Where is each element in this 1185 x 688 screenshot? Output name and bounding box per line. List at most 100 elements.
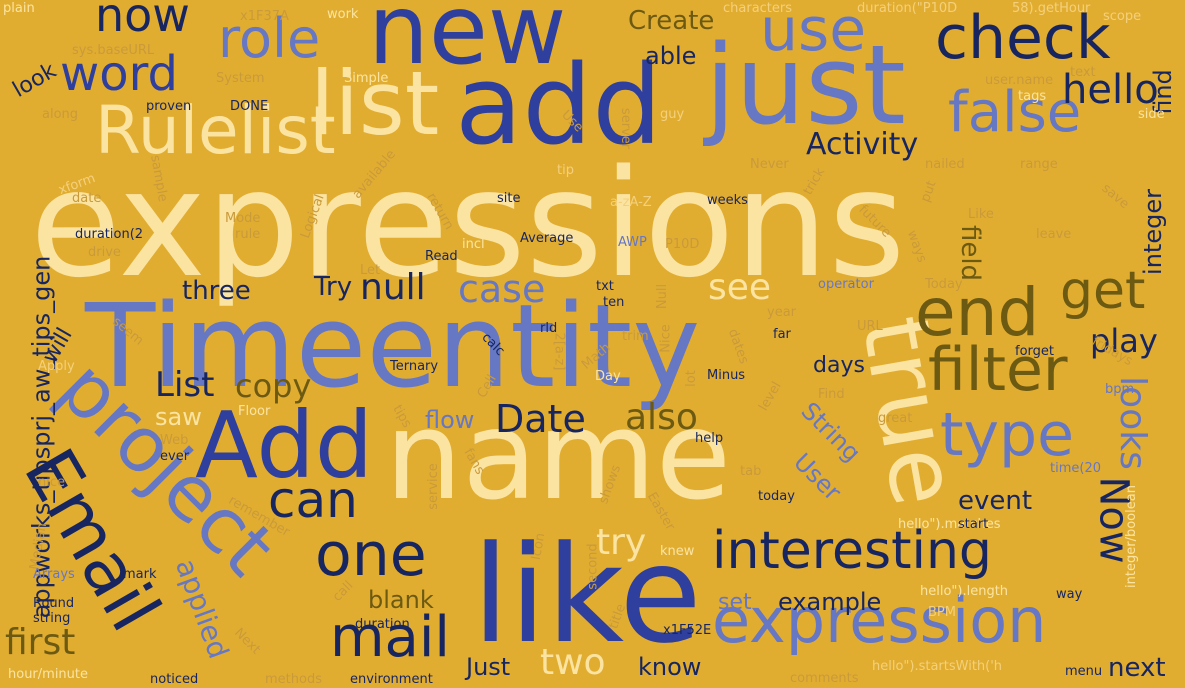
cloud-word: expressions (30, 138, 906, 310)
cloud-word: Ternary (390, 359, 439, 374)
cloud-word: put (918, 178, 940, 205)
cloud-word: server (618, 107, 634, 150)
cloud-word: sys.baseURL (72, 43, 155, 58)
cloud-word: knew (660, 544, 695, 559)
cloud-word: Round (33, 596, 75, 611)
cloud-word: Let (360, 263, 381, 278)
cloud-word: add (455, 41, 663, 169)
cloud-word: range (1020, 157, 1058, 172)
cloud-word: duration(2 (75, 227, 144, 242)
cloud-word: Add (195, 392, 374, 499)
cloud-word: able (645, 42, 697, 70)
cloud-word: nice (38, 475, 65, 490)
cloud-word: lot (683, 370, 699, 387)
cloud-word: Apply (38, 359, 75, 374)
cloud-word: date (72, 191, 102, 206)
cloud-word: case (458, 267, 546, 311)
cloud-word: Date (495, 397, 586, 441)
cloud-word: example (778, 588, 882, 616)
cloud-word: Read (425, 249, 458, 264)
cloud-word: characters (723, 1, 793, 16)
cloud-word: know (638, 653, 702, 681)
cloud-word: hello").matches (898, 517, 1001, 532)
cloud-word: Mode (225, 211, 261, 226)
cloud-word: integer/boolean (1123, 485, 1139, 588)
cloud-word: Minus (707, 368, 746, 383)
cloud-word: tip (557, 163, 574, 178)
cloud-word: next (1108, 653, 1166, 683)
cloud-word: incl (462, 237, 485, 252)
cloud-word: rule (235, 227, 261, 242)
cloud-word: URL (857, 319, 883, 334)
cloud-word: Null (655, 283, 671, 310)
cloud-word: like (472, 517, 702, 673)
cloud-word: operator (818, 277, 874, 292)
cloud-word: hello").length (920, 584, 1009, 599)
cloud-word: now (95, 0, 190, 42)
cloud-word: far (773, 327, 791, 342)
cloud-word: proven (146, 99, 192, 114)
cloud-word: duration (355, 617, 410, 632)
cloud-word: a-zA-Z (610, 195, 652, 210)
cloud-word: time(20 (1050, 461, 1101, 476)
cloud-word: List (155, 365, 215, 405)
cloud-word: can (268, 471, 358, 529)
cloud-word: save (1098, 180, 1132, 213)
cloud-word: trim (622, 329, 649, 344)
cloud-word: 2[a-z] (551, 332, 567, 371)
cloud-word: drive (88, 245, 121, 260)
cloud-word: today (758, 489, 795, 504)
cloud-word: rld (540, 321, 558, 336)
cloud-word: text (1070, 65, 1096, 80)
cloud-word: great (878, 411, 913, 426)
cloud-word: ten (603, 295, 625, 310)
cloud-word: blank (368, 586, 434, 614)
cloud-word: level (756, 379, 785, 414)
cloud-word: Nice (658, 324, 674, 353)
cloud-word: Like (968, 207, 994, 222)
cloud-word: dates (724, 326, 752, 367)
cloud-word: nailed (925, 157, 965, 172)
cloud-word: check (935, 3, 1111, 73)
cloud-word: service (425, 463, 441, 510)
cloud-word: noticed (150, 672, 199, 687)
cloud-word: hour/minute (8, 667, 89, 682)
cloud-word: Day (595, 369, 621, 384)
cloud-word: side (1138, 107, 1165, 122)
cloud-word: plain (3, 1, 35, 16)
cloud-word: play (1090, 322, 1158, 360)
cloud-word: role (218, 7, 321, 70)
cloud-word: Find (818, 387, 845, 402)
cloud-word: site (497, 191, 521, 206)
cloud-word: null (360, 267, 426, 308)
cloud-word: use (760, 0, 867, 65)
cloud-word: Try (314, 272, 353, 302)
cloud-word: copy (235, 367, 312, 405)
cloud-word: look (8, 58, 61, 103)
cloud-word: comments (790, 671, 859, 686)
cloud-word: field (955, 224, 986, 282)
cloud-word: environment (350, 672, 433, 687)
cloud-word: bpm (1105, 382, 1135, 397)
cloud-word: Never (750, 157, 789, 172)
cloud-word: duration("P10D (857, 1, 958, 16)
cloud-word: ways (903, 228, 930, 265)
cloud-word: help (695, 431, 724, 446)
cloud-word: user.name (985, 73, 1054, 88)
cloud-word: expression (712, 584, 1047, 657)
cloud-word: ever (160, 449, 190, 464)
cloud-word: Today (925, 277, 963, 292)
cloud-word: also (625, 397, 698, 438)
cloud-word: hello (1062, 67, 1159, 113)
cloud-word: type (940, 400, 1075, 470)
cloud-word: Rulelist (95, 92, 336, 169)
cloud-word: first (5, 622, 76, 663)
cloud-word: new (368, 0, 567, 86)
cloud-word: false (948, 80, 1082, 145)
cloud-word: end (915, 274, 1040, 351)
cloud-word: interesting (712, 521, 992, 581)
cloud-word: list (310, 52, 440, 155)
cloud-word: year (767, 305, 797, 320)
cloud-word: forget (1015, 344, 1054, 359)
